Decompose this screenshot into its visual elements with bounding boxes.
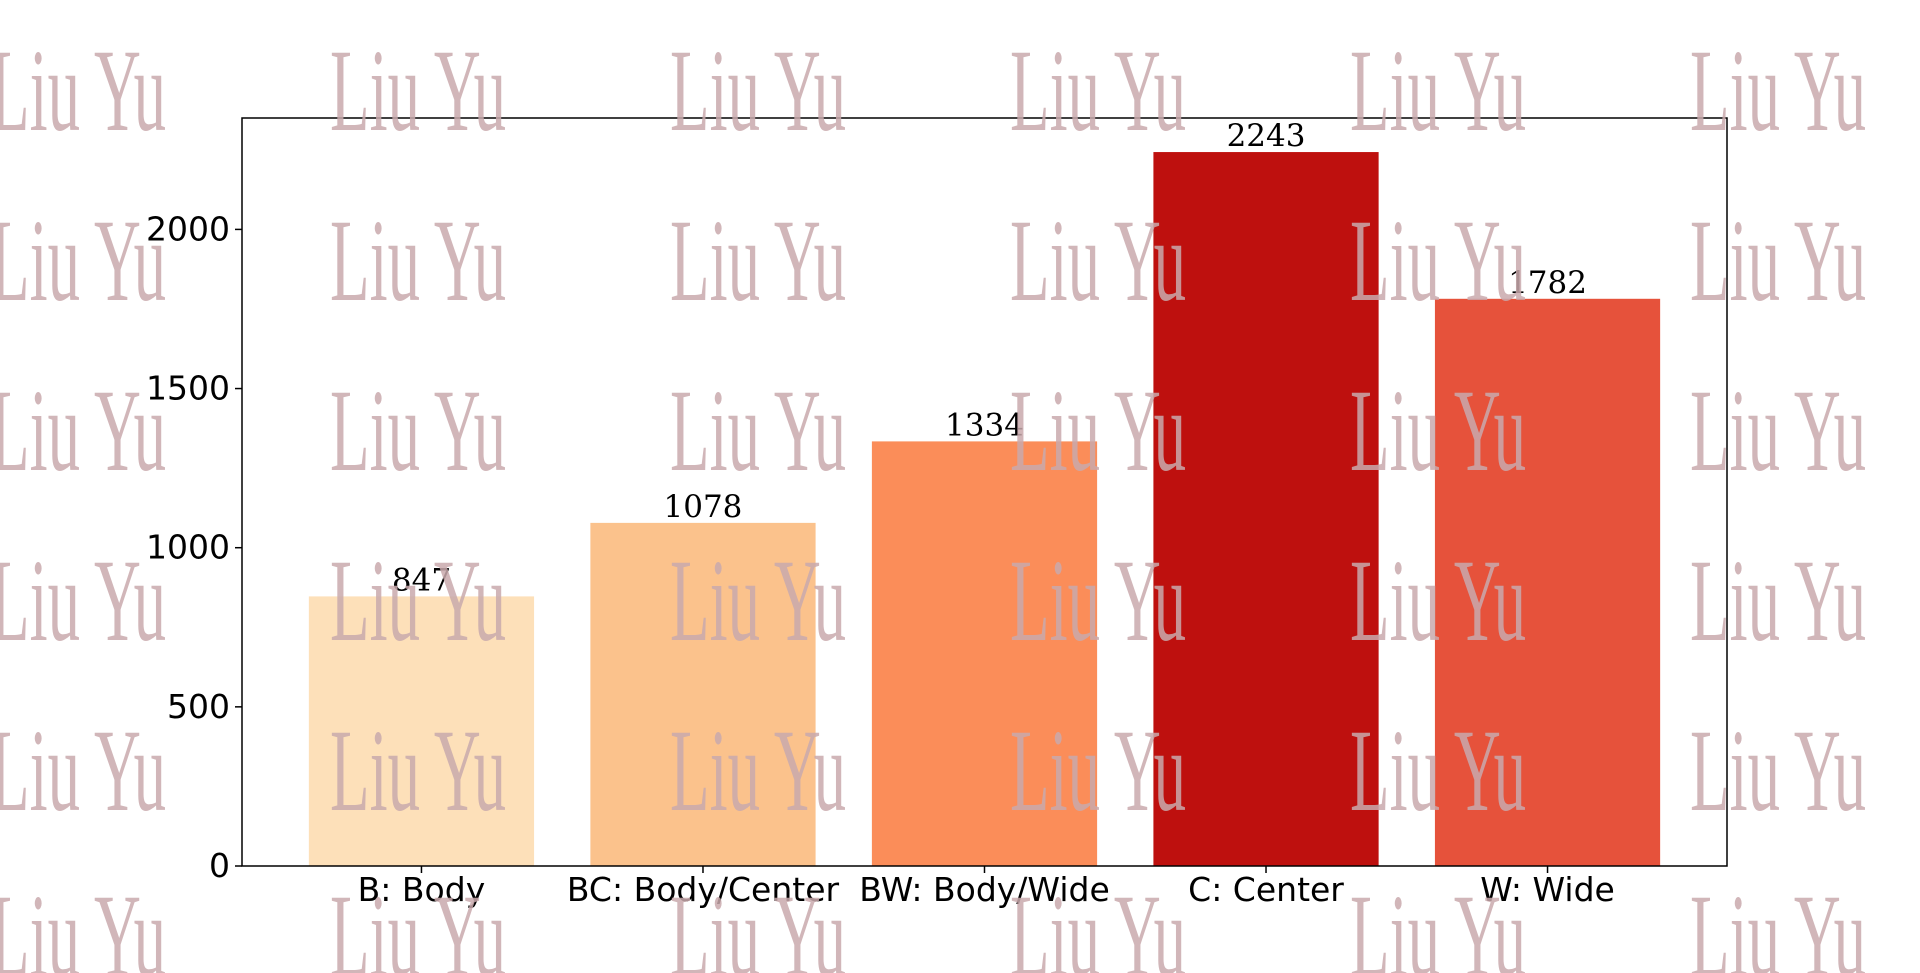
- bar-2: [590, 522, 816, 866]
- x-tick-label: B: Body: [358, 870, 486, 909]
- watermark-text: Liu Yu: [670, 535, 846, 666]
- bar-1: [308, 596, 535, 866]
- watermark-text: Liu Yu: [0, 25, 166, 156]
- x-tick-label: BW: Body/Wide: [859, 870, 1110, 909]
- watermark-text: Liu Yu: [1350, 705, 1526, 836]
- watermark-text: Liu Yu: [1010, 535, 1186, 666]
- data-label-2: 1078: [664, 489, 743, 525]
- watermark-text: Liu Yu: [1350, 25, 1526, 156]
- watermark-text: Liu Yu: [0, 535, 166, 666]
- watermark-text: Liu Yu: [0, 365, 166, 496]
- data-label-4: 2243: [1227, 118, 1306, 154]
- watermark-text: Liu Yu: [1010, 365, 1186, 496]
- watermark-text: Liu Yu: [1690, 870, 1866, 973]
- data-label-5: 1782: [1508, 265, 1587, 301]
- watermark-text: Liu Yu: [330, 705, 506, 836]
- labels-layer: 847 1078 1334 2243 1782: [392, 118, 1587, 598]
- watermark-text: Liu Yu: [1010, 705, 1186, 836]
- bar-3: [871, 441, 1098, 866]
- x-tick-label: W: Wide: [1480, 870, 1615, 909]
- y-tick-label: 2000: [146, 209, 230, 248]
- watermark-text: Liu Yu: [1350, 870, 1526, 973]
- watermark-text: Liu Yu: [670, 365, 846, 496]
- x-tick-label: BC: Body/Center: [567, 870, 840, 909]
- y-tick-label: 1500: [146, 369, 230, 408]
- watermark-text: Liu Yu: [1690, 195, 1866, 326]
- watermark-text: Liu Yu: [1350, 535, 1526, 666]
- bar-5: [1434, 298, 1661, 866]
- watermark-text: Liu Yu: [670, 705, 846, 836]
- bar-4: [1153, 152, 1379, 867]
- watermark-text: Liu Yu: [330, 870, 506, 973]
- watermark-text: Liu Yu: [330, 25, 506, 156]
- watermark-text: Liu Yu: [1010, 870, 1186, 973]
- axes-layer: B: Body BC: Body/Center BW: Body/Wide C: Ce…: [146, 117, 1728, 909]
- watermark-text: Liu Yu: [1010, 25, 1186, 156]
- watermark-text: Liu Yu: [0, 195, 166, 326]
- watermark-text: Liu Yu: [1690, 705, 1866, 836]
- y-tick-label: 0: [209, 846, 230, 885]
- data-label-1: 847: [392, 562, 451, 598]
- watermark-text: Liu Yu: [670, 870, 846, 973]
- watermark-text: Liu Yu: [330, 535, 506, 666]
- data-label-3: 1334: [945, 407, 1024, 443]
- watermark-text: Liu Yu: [1690, 365, 1866, 496]
- watermark-text: Liu Yu: [0, 870, 166, 973]
- y-tick-label: 1000: [146, 528, 230, 567]
- watermark-text: Liu Yu: [1690, 535, 1866, 666]
- watermark-layer: Liu Yu Liu Yu Liu Yu Liu Yu Liu Yu Liu Yu Liu …: [0, 25, 1866, 973]
- watermark-text: Liu Yu: [670, 25, 846, 156]
- y-tick-label: 500: [167, 687, 230, 726]
- watermark-text: Liu Yu: [1350, 365, 1526, 496]
- watermark-text: Liu Yu: [0, 705, 166, 836]
- bars-layer: [308, 152, 1661, 867]
- watermark-text: Liu Yu: [1350, 195, 1526, 326]
- watermark-text: Liu Yu: [670, 195, 846, 326]
- watermark-text: Liu Yu: [330, 365, 506, 496]
- watermark-text: Liu Yu: [1010, 195, 1186, 326]
- watermark-text: Liu Yu: [330, 195, 506, 326]
- watermark-text: Liu Yu: [1690, 25, 1866, 156]
- x-tick-label: C: Center: [1188, 870, 1344, 909]
- plot-frame: [241, 117, 1728, 867]
